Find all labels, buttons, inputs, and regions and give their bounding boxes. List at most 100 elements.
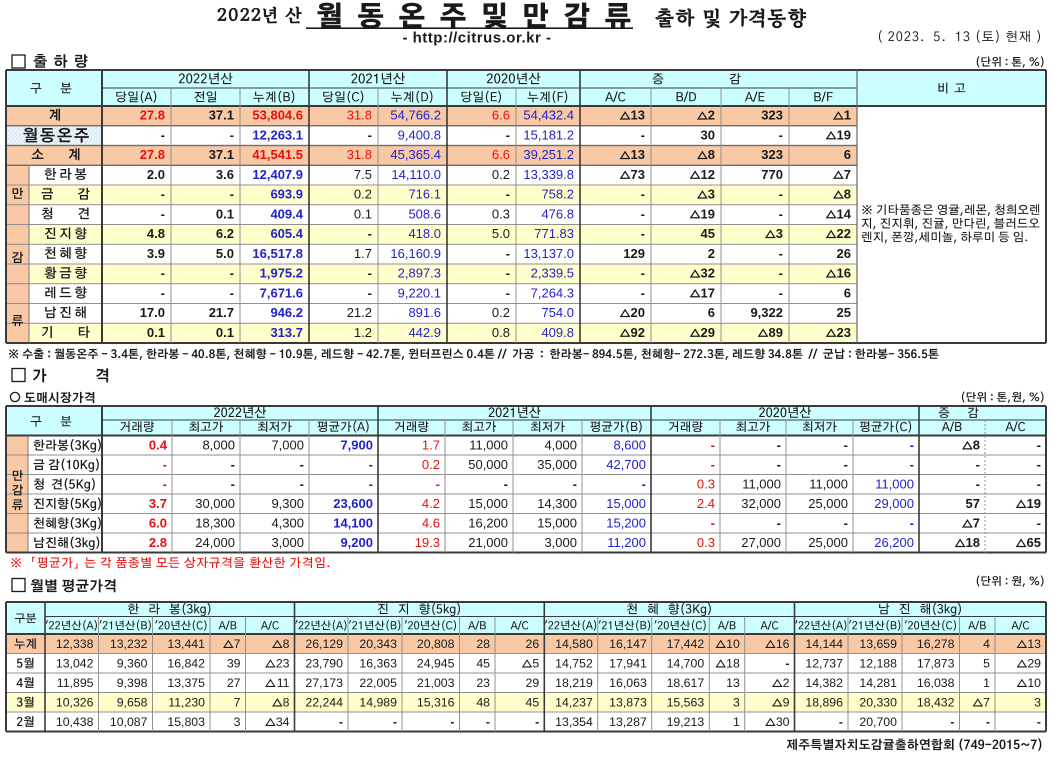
svg-text:0.2: 0.2 xyxy=(354,187,372,202)
svg-text:-: - xyxy=(161,285,165,300)
svg-text:- http://citrus.or.kr -: - http://citrus.or.kr - xyxy=(402,30,551,47)
svg-text:10,438: 10,438 xyxy=(56,715,94,729)
svg-text:31.8: 31.8 xyxy=(347,108,372,123)
svg-text:15,563: 15,563 xyxy=(667,696,705,710)
svg-text:605.4: 605.4 xyxy=(270,226,303,241)
svg-text:-: - xyxy=(161,187,165,202)
svg-text:14,382: 14,382 xyxy=(805,676,843,690)
svg-text:15,181.2: 15,181.2 xyxy=(523,127,574,142)
svg-text:34: 34 xyxy=(276,715,290,729)
svg-text:23,790: 23,790 xyxy=(305,657,343,671)
svg-text:0.2: 0.2 xyxy=(492,305,510,320)
svg-text:14,100: 14,100 xyxy=(333,516,373,531)
svg-text:3.7: 3.7 xyxy=(149,496,167,511)
svg-text:-: - xyxy=(393,715,397,729)
svg-text:0.1: 0.1 xyxy=(354,206,372,221)
svg-text:-: - xyxy=(1037,457,1041,472)
svg-text:-: - xyxy=(300,476,304,491)
svg-text:-: - xyxy=(779,246,783,261)
svg-text:24,000: 24,000 xyxy=(195,535,235,550)
svg-text:11,000: 11,000 xyxy=(809,476,848,491)
svg-text:-: - xyxy=(785,657,789,671)
svg-text:35,000: 35,000 xyxy=(537,457,577,472)
svg-text:45: 45 xyxy=(526,696,540,710)
svg-text:-: - xyxy=(976,457,980,472)
svg-text:15,316: 15,316 xyxy=(417,696,455,710)
svg-text:0.1: 0.1 xyxy=(147,325,165,340)
svg-text:5.0: 5.0 xyxy=(216,246,234,261)
svg-text:42,700: 42,700 xyxy=(606,457,646,472)
svg-text:15,000: 15,000 xyxy=(468,496,508,511)
svg-text:26,200: 26,200 xyxy=(874,535,914,550)
svg-text:9: 9 xyxy=(783,696,790,710)
svg-text:6.6: 6.6 xyxy=(492,108,510,123)
svg-text:-: - xyxy=(506,187,510,202)
svg-text:41,541.5: 41,541.5 xyxy=(252,147,303,162)
svg-text:-: - xyxy=(573,476,577,491)
svg-text:8,000: 8,000 xyxy=(202,437,235,452)
svg-text:14,144: 14,144 xyxy=(805,637,843,651)
svg-text:13,232: 13,232 xyxy=(110,637,148,651)
svg-text:13,354: 13,354 xyxy=(555,715,593,729)
svg-text:57: 57 xyxy=(966,496,980,511)
svg-text:-: - xyxy=(369,457,373,472)
svg-text:18,896: 18,896 xyxy=(805,696,843,710)
svg-text:11,000: 11,000 xyxy=(742,476,781,491)
svg-text:17: 17 xyxy=(701,285,715,300)
svg-text:37.1: 37.1 xyxy=(209,108,234,123)
svg-text:-: - xyxy=(450,715,454,729)
svg-text:14,237: 14,237 xyxy=(555,696,593,710)
svg-text:19: 19 xyxy=(837,127,851,142)
svg-text:24,945: 24,945 xyxy=(417,657,455,671)
svg-text:11,000: 11,000 xyxy=(469,437,508,452)
svg-text:14,989: 14,989 xyxy=(359,696,397,710)
svg-text:11,200: 11,200 xyxy=(607,535,646,550)
svg-text:7: 7 xyxy=(234,637,241,651)
svg-text:-: - xyxy=(231,476,235,491)
svg-text:-: - xyxy=(1037,715,1041,729)
svg-text:11,230: 11,230 xyxy=(168,696,205,710)
svg-text:26: 26 xyxy=(837,246,851,261)
svg-text:21,003: 21,003 xyxy=(417,676,455,690)
svg-text:15,000: 15,000 xyxy=(537,516,577,531)
svg-text:10: 10 xyxy=(1027,676,1041,690)
svg-text:-: - xyxy=(641,187,645,202)
svg-text:29: 29 xyxy=(526,676,540,690)
svg-text:-: - xyxy=(641,206,645,221)
svg-text:693.9: 693.9 xyxy=(270,187,303,202)
svg-text:13,287: 13,287 xyxy=(609,715,647,729)
svg-text:0.2: 0.2 xyxy=(422,457,440,472)
svg-text:10,087: 10,087 xyxy=(110,715,148,729)
svg-text:-: - xyxy=(777,457,781,472)
svg-text:7: 7 xyxy=(844,167,851,182)
svg-text:418.0: 418.0 xyxy=(408,226,441,241)
svg-text:16: 16 xyxy=(837,266,851,281)
svg-text:18,300: 18,300 xyxy=(195,516,235,531)
svg-text:12: 12 xyxy=(701,167,715,182)
svg-text:14,281: 14,281 xyxy=(859,676,897,690)
svg-text:7: 7 xyxy=(973,516,980,531)
svg-text:29,000: 29,000 xyxy=(874,496,914,511)
svg-text:16,200: 16,200 xyxy=(468,516,508,531)
svg-text:313.7: 313.7 xyxy=(270,325,303,340)
svg-text:476.8: 476.8 xyxy=(541,206,574,221)
svg-text:48: 48 xyxy=(476,696,490,710)
svg-text:45: 45 xyxy=(701,226,715,241)
svg-text:6.6: 6.6 xyxy=(492,147,510,162)
svg-text:6: 6 xyxy=(844,147,851,162)
svg-text:27.8: 27.8 xyxy=(140,147,165,162)
svg-text:13,441: 13,441 xyxy=(167,637,205,651)
svg-text:25,000: 25,000 xyxy=(808,496,848,511)
svg-text:5: 5 xyxy=(983,657,990,671)
svg-text:3: 3 xyxy=(708,187,715,202)
svg-text:7,900: 7,900 xyxy=(340,437,373,452)
svg-text:32,000: 32,000 xyxy=(741,496,781,511)
svg-text:19,213: 19,213 xyxy=(667,715,705,729)
svg-text:30: 30 xyxy=(776,715,790,729)
svg-text:22,005: 22,005 xyxy=(359,676,397,690)
svg-text:26: 26 xyxy=(526,637,540,651)
svg-text:45: 45 xyxy=(476,657,490,671)
svg-text:16,038: 16,038 xyxy=(917,676,955,690)
svg-text:4.6: 4.6 xyxy=(422,516,440,531)
svg-text:13,137.0: 13,137.0 xyxy=(523,246,574,261)
